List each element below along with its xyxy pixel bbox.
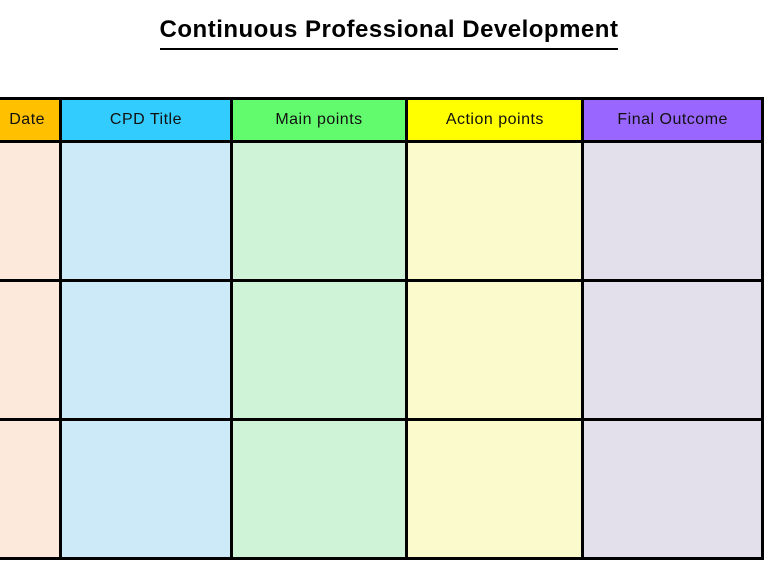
column-header-cpd-title-label: CPD Title xyxy=(109,111,182,128)
column-header-date-label: Date xyxy=(9,111,46,128)
page-title-text: Continuous Professional Development xyxy=(159,16,619,50)
cell-date-r1[interactable] xyxy=(0,140,63,282)
column-header-date: Date xyxy=(0,97,63,143)
cpd-table: Date CPD Title Main points Action points… xyxy=(0,97,764,560)
cell-cpd-title-r3[interactable] xyxy=(59,418,233,560)
column-header-cpd-title: CPD Title xyxy=(59,97,233,143)
column-header-action-points-label: Action points xyxy=(445,111,544,128)
column-header-final-outcome: Final Outcome xyxy=(581,97,764,143)
cell-action-points-r1[interactable] xyxy=(405,140,585,282)
cell-main-points-r1[interactable] xyxy=(229,140,409,282)
table-row xyxy=(0,418,764,560)
cell-main-points-r2[interactable] xyxy=(229,279,409,421)
header-row: Date CPD Title Main points Action points… xyxy=(0,97,764,143)
page-title: Continuous Professional Development xyxy=(0,16,778,50)
cell-final-outcome-r3[interactable] xyxy=(581,418,764,560)
cell-cpd-title-r2[interactable] xyxy=(59,279,233,421)
table-row xyxy=(0,140,764,282)
table-row xyxy=(0,279,764,421)
cell-action-points-r2[interactable] xyxy=(405,279,585,421)
cell-main-points-r3[interactable] xyxy=(229,418,409,560)
column-header-action-points: Action points xyxy=(405,97,585,143)
cell-final-outcome-r1[interactable] xyxy=(581,140,764,282)
cell-action-points-r3[interactable] xyxy=(405,418,585,560)
cell-date-r3[interactable] xyxy=(0,418,63,560)
cell-cpd-title-r1[interactable] xyxy=(59,140,233,282)
column-header-main-points-label: Main points xyxy=(275,111,363,128)
cell-date-r2[interactable] xyxy=(0,279,63,421)
column-header-main-points: Main points xyxy=(229,97,409,143)
cell-final-outcome-r2[interactable] xyxy=(581,279,764,421)
column-header-final-outcome-label: Final Outcome xyxy=(617,111,728,128)
